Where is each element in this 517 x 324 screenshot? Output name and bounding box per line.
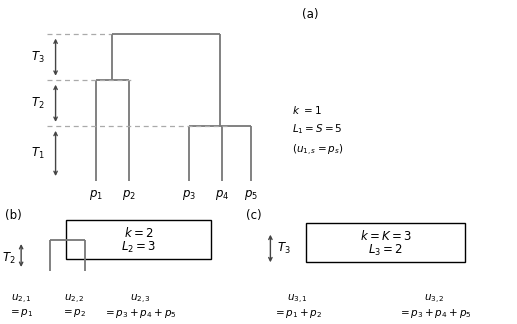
Text: $u_{2,1}$: $u_{2,1}$: [11, 293, 32, 306]
Text: $= p_3 + p_4 + p_5$: $= p_3 + p_4 + p_5$: [398, 307, 472, 320]
Text: (a): (a): [302, 7, 318, 20]
Text: $k = K = 3$: $k = K = 3$: [359, 229, 412, 243]
Text: $(u_{1,s} = p_s)$: $(u_{1,s} = p_s)$: [292, 143, 344, 158]
Text: (c): (c): [246, 209, 262, 222]
Text: $= p_1 + p_2$: $= p_1 + p_2$: [273, 307, 323, 320]
Text: $p_5$: $p_5$: [244, 188, 258, 202]
Text: $p_2$: $p_2$: [123, 188, 136, 202]
Bar: [306, 223, 465, 262]
Text: $L_3 = 2$: $L_3 = 2$: [368, 243, 403, 258]
Text: (b): (b): [5, 209, 22, 222]
Text: $k = 2$: $k = 2$: [124, 226, 154, 240]
Text: $T_2$: $T_2$: [2, 251, 16, 266]
Text: $L_2 = 3$: $L_2 = 3$: [121, 240, 156, 255]
Text: $T_1$: $T_1$: [31, 146, 44, 161]
Text: $u_{2,2}$: $u_{2,2}$: [64, 293, 84, 306]
Text: $T_3$: $T_3$: [277, 241, 291, 256]
Text: $T_2$: $T_2$: [31, 96, 44, 111]
Bar: [66, 220, 211, 259]
Text: $= p_1$: $= p_1$: [8, 307, 34, 319]
Text: $L_1 = S = 5$: $L_1 = S = 5$: [292, 122, 343, 136]
Text: $p_1$: $p_1$: [88, 188, 103, 202]
Text: $p_4$: $p_4$: [215, 188, 230, 202]
Text: $= p_2$: $= p_2$: [62, 307, 86, 319]
Text: $u_{2,3}$: $u_{2,3}$: [130, 293, 150, 306]
Text: $= p_3 + p_4 + p_5$: $= p_3 + p_4 + p_5$: [103, 307, 177, 320]
Text: $u_{3,2}$: $u_{3,2}$: [424, 293, 445, 306]
Text: $p_3$: $p_3$: [181, 188, 196, 202]
Text: $u_{3,1}$: $u_{3,1}$: [287, 293, 308, 306]
Text: $T_3$: $T_3$: [31, 50, 44, 65]
Text: $k\ =1$: $k\ =1$: [292, 104, 322, 116]
